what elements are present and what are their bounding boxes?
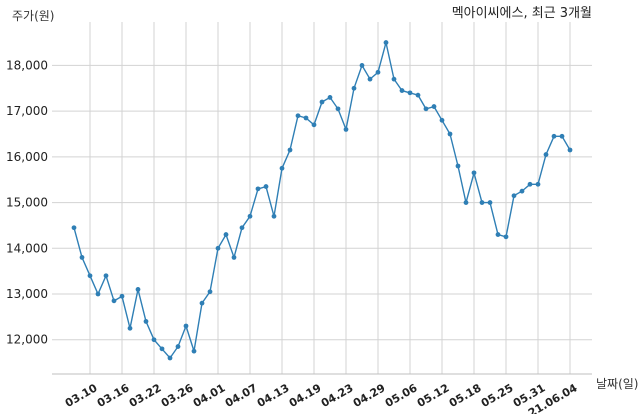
price-series-line (73, 42, 571, 360)
data-point (255, 186, 261, 192)
x-tick-label: 04.29 (351, 381, 388, 410)
data-point (199, 300, 205, 306)
data-point (239, 225, 245, 231)
x-tick-label: 03.26 (159, 381, 196, 410)
data-point (431, 104, 437, 109)
y-axis-title: 주가(원) (12, 9, 54, 23)
x-tick-label: 04.07 (223, 381, 260, 410)
data-point (423, 106, 429, 112)
series-layer (71, 40, 573, 361)
y-tick-labels: 12,000 13,000 14,000 15,000 16,000 17,000 18,0… (6, 58, 48, 346)
x-tick-label: 04.23 (319, 381, 356, 410)
data-point (391, 76, 397, 82)
data-point (271, 213, 277, 219)
data-point (399, 88, 405, 93)
chart-title: 멕아이씨에스, 최근 3개월 (452, 6, 592, 21)
data-point (95, 291, 101, 297)
data-point (87, 273, 93, 279)
data-point (143, 319, 149, 324)
data-point (463, 200, 469, 205)
data-point (303, 115, 309, 121)
data-point (559, 133, 565, 139)
data-point (135, 287, 141, 292)
data-point (567, 147, 573, 153)
x-tick-label: 05.12 (415, 381, 452, 410)
x-tick-label: 04.13 (255, 381, 292, 410)
data-point (263, 184, 269, 189)
data-point (71, 225, 77, 231)
data-point (527, 181, 533, 187)
data-point (551, 133, 557, 139)
x-tick-label: 04.01 (191, 381, 228, 410)
data-point (207, 289, 213, 295)
data-point (375, 69, 381, 75)
data-point (487, 200, 493, 205)
y-tick-label: 18,000 (6, 58, 48, 72)
y-tick-label: 12,000 (6, 333, 48, 347)
data-point (335, 106, 341, 112)
data-point (247, 213, 253, 219)
x-tick-label: 03.16 (95, 381, 132, 410)
data-point (311, 122, 317, 128)
data-point (279, 165, 285, 171)
x-tick-label: 05.18 (447, 381, 484, 410)
data-point (415, 92, 421, 98)
data-point (543, 152, 549, 157)
data-point (479, 200, 485, 205)
y-tick-label: 13,000 (6, 287, 48, 301)
data-point (351, 85, 357, 91)
x-axis-title: 날짜(일) (596, 377, 638, 391)
data-point (367, 76, 373, 82)
data-point (119, 293, 125, 299)
data-point (183, 323, 189, 329)
data-point (343, 127, 349, 132)
data-point (535, 181, 541, 187)
data-point (175, 344, 181, 349)
data-point (359, 63, 365, 68)
data-point (127, 325, 133, 331)
y-tick-label: 14,000 (6, 241, 48, 255)
data-point (215, 245, 221, 251)
data-point (111, 298, 117, 304)
grid-layer (52, 22, 592, 375)
data-point (159, 346, 165, 352)
data-point (151, 337, 157, 343)
data-point (519, 188, 525, 194)
data-point (511, 193, 517, 199)
data-point (471, 170, 477, 176)
data-point (223, 232, 229, 237)
x-tick-label: 03.22 (127, 381, 164, 410)
data-point (231, 255, 237, 260)
x-tick-label: 05.25 (479, 381, 516, 410)
y-tick-label: 17,000 (6, 104, 48, 118)
data-point (447, 131, 453, 137)
x-tick-labels: 03.1003.1603.2203.2604.0104.0704.1304.19… (63, 381, 580, 414)
x-tick-label: 05.06 (383, 381, 420, 410)
data-point (191, 348, 197, 354)
data-point (383, 40, 389, 45)
y-tick-label: 16,000 (6, 150, 48, 164)
data-point (287, 147, 293, 153)
data-point (167, 355, 173, 361)
data-point (495, 232, 501, 237)
x-tick-label: 04.19 (287, 381, 324, 410)
data-point (407, 90, 413, 96)
data-point (439, 117, 445, 123)
data-point (319, 99, 325, 105)
data-point (327, 95, 333, 100)
data-point (295, 113, 301, 119)
x-tick-label: 03.10 (63, 381, 100, 410)
data-point (503, 234, 509, 240)
data-point (103, 273, 109, 279)
y-tick-label: 15,000 (6, 196, 48, 210)
data-point (79, 255, 85, 260)
data-point (455, 163, 461, 169)
